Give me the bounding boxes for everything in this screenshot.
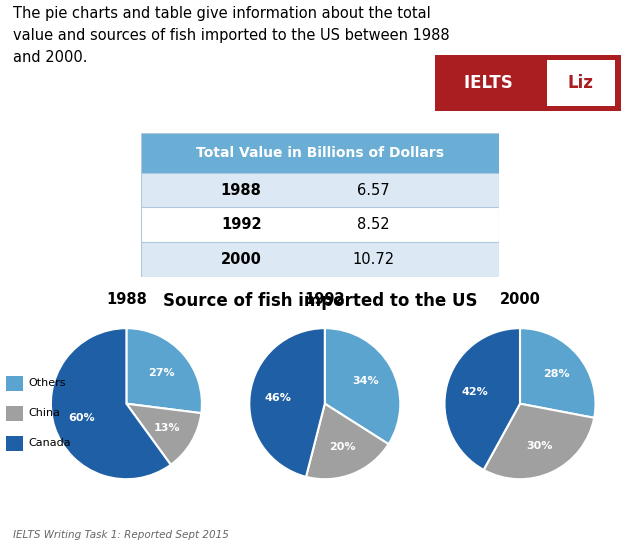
Text: Canada: Canada — [28, 437, 70, 447]
Wedge shape — [445, 328, 520, 470]
Bar — [547, 60, 615, 106]
Text: Total Value in Billions of Dollars: Total Value in Billions of Dollars — [196, 146, 444, 160]
Text: 42%: 42% — [461, 387, 488, 397]
Wedge shape — [324, 328, 400, 444]
Title: 2000: 2000 — [500, 292, 540, 307]
Wedge shape — [484, 404, 594, 479]
Text: China: China — [28, 408, 60, 418]
Text: Others: Others — [28, 378, 65, 388]
Bar — [141, 133, 499, 173]
Text: Source of fish imported to the US: Source of fish imported to the US — [163, 293, 477, 310]
Text: The pie charts and table give information about the total
value and sources of f: The pie charts and table give informatio… — [13, 6, 449, 65]
Text: 20%: 20% — [329, 442, 355, 452]
Text: 46%: 46% — [265, 393, 292, 403]
Wedge shape — [520, 328, 595, 418]
Bar — [141, 242, 499, 276]
Bar — [6, 406, 22, 421]
Text: 30%: 30% — [527, 441, 553, 451]
Text: 27%: 27% — [148, 368, 175, 378]
Text: Liz: Liz — [568, 74, 594, 92]
Text: 8.52: 8.52 — [358, 217, 390, 232]
Text: 1988: 1988 — [221, 182, 262, 198]
Title: 1992: 1992 — [305, 292, 345, 307]
Bar — [6, 376, 22, 391]
Text: 2000: 2000 — [221, 252, 262, 267]
Text: IELTS: IELTS — [463, 74, 518, 92]
Text: 60%: 60% — [68, 413, 95, 423]
Wedge shape — [127, 404, 202, 465]
Wedge shape — [126, 328, 202, 413]
Bar — [6, 436, 22, 451]
Bar — [141, 207, 499, 242]
Text: 28%: 28% — [543, 369, 570, 379]
Wedge shape — [51, 328, 171, 479]
Text: 34%: 34% — [353, 376, 379, 386]
Wedge shape — [250, 328, 325, 477]
Bar — [141, 173, 499, 207]
Text: 10.72: 10.72 — [353, 252, 395, 267]
Text: 13%: 13% — [154, 422, 180, 432]
Text: IELTS Writing Task 1: Reported Sept 2015: IELTS Writing Task 1: Reported Sept 2015 — [13, 530, 228, 540]
Wedge shape — [306, 404, 388, 479]
Title: 1988: 1988 — [106, 292, 147, 307]
Text: 6.57: 6.57 — [358, 182, 390, 198]
Text: 1992: 1992 — [221, 217, 262, 232]
